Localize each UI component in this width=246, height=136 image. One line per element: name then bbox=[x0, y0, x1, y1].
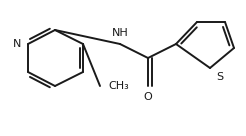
Text: O: O bbox=[144, 92, 152, 102]
Text: CH₃: CH₃ bbox=[108, 81, 129, 91]
Text: N: N bbox=[13, 39, 21, 49]
Text: NH: NH bbox=[112, 28, 128, 38]
Text: S: S bbox=[216, 72, 223, 82]
